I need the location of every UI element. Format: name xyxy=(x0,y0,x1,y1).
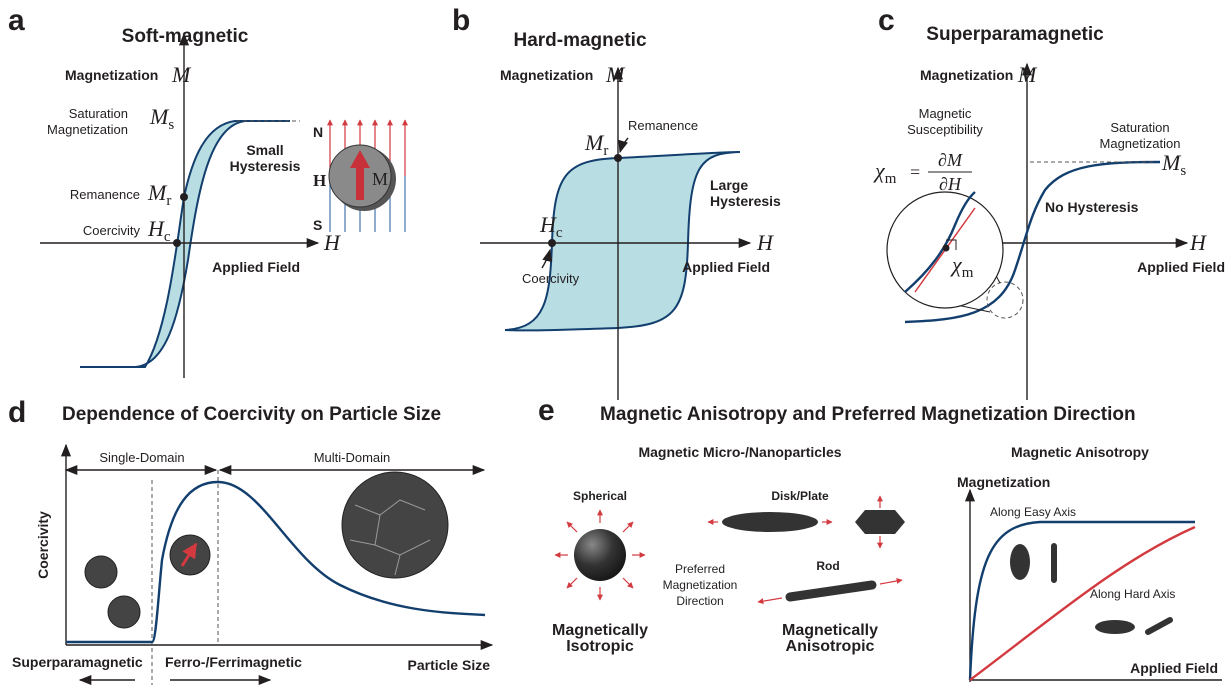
particles-title: Magnetic Micro-/Nanoparticles xyxy=(638,444,841,460)
x-axis-symbol: H xyxy=(756,230,774,255)
hysteresis-label-line: Large xyxy=(710,177,748,193)
panel-c-shapes xyxy=(886,62,1189,400)
symbol: M xyxy=(584,130,605,155)
anisotropy-title: Magnetic Anisotropy xyxy=(1011,444,1149,460)
x-axis-label: Particle Size xyxy=(408,657,491,673)
susceptibility-label-line: Magnetic xyxy=(919,106,972,121)
field: H xyxy=(313,171,326,190)
saturation-label-line: Magnetization xyxy=(47,122,128,137)
remanence-symbol: Mr xyxy=(584,130,608,159)
remanence-label: Remanence xyxy=(628,118,698,133)
remanence-symbol: Mr xyxy=(147,180,171,209)
denominator: ∂H xyxy=(939,174,962,194)
preferred-direction-line: Direction xyxy=(676,594,723,608)
saturation-label-line: Saturation xyxy=(1110,120,1169,135)
hysteresis-label-line: Hysteresis xyxy=(230,158,301,174)
superparamagnetic: Superparamagnetic xyxy=(12,654,143,670)
symbol: χ xyxy=(873,158,886,183)
y-axis-label: Coercivity xyxy=(35,511,51,579)
anisotropic-line: Magnetically xyxy=(782,622,878,639)
preferred-direction-line: Magnetization xyxy=(663,578,738,592)
x-axis-label: Applied Field xyxy=(682,259,770,275)
letter: c xyxy=(878,4,895,37)
easy-axis: Along Easy Axis xyxy=(990,505,1076,519)
symbol: χ xyxy=(950,252,963,277)
equals: = xyxy=(910,162,920,182)
title: Hard-magnetic xyxy=(513,30,646,51)
moment: M xyxy=(372,169,388,189)
remanence-label: Remanence xyxy=(70,187,140,202)
disk: Disk/Plate xyxy=(771,489,829,503)
x-axis-label: Applied Field xyxy=(1137,259,1225,275)
symbol: M xyxy=(147,180,168,205)
subscript: c xyxy=(164,229,171,245)
subscript: s xyxy=(1180,163,1186,179)
anisotropic-line: Anisotropic xyxy=(786,638,875,655)
subscript: s xyxy=(168,117,174,133)
numerator: ∂M xyxy=(938,150,963,170)
saturation-symbol: Ms xyxy=(149,104,174,133)
subscript: r xyxy=(603,143,608,159)
y-axis-label: Magnetization xyxy=(500,67,593,83)
saturation-label-line: Magnetization xyxy=(1100,136,1181,151)
x-axis-label: Applied Field xyxy=(1130,660,1218,676)
x-axis-symbol: H xyxy=(323,230,341,255)
y-axis-symbol: M xyxy=(605,62,626,87)
subscript: c xyxy=(556,225,563,241)
subscript: m xyxy=(962,265,974,281)
coercivity-label: Coercivity xyxy=(522,271,580,286)
coercivity-label: Coercivity xyxy=(83,223,141,238)
x-axis-symbol: H xyxy=(1189,230,1207,255)
letter: d xyxy=(8,396,26,429)
hysteresis-label-line: Small xyxy=(246,142,283,158)
single-domain: Single-Domain xyxy=(99,450,184,465)
y-axis-label: Magnetization xyxy=(920,67,1013,83)
hard-axis: Along Hard Axis xyxy=(1090,587,1175,601)
susceptibility-label-line: Susceptibility xyxy=(907,122,983,137)
hysteresis-label: No Hysteresis xyxy=(1045,199,1139,215)
letter: e xyxy=(538,394,555,427)
isotropic-line: Isotropic xyxy=(566,638,634,655)
letter: a xyxy=(8,4,25,37)
title: Magnetic Anisotropy and Preferred Magnet… xyxy=(600,404,1136,425)
y-axis-symbol: M xyxy=(1017,62,1038,87)
multi-domain: Multi-Domain xyxy=(314,450,391,465)
spherical: Spherical xyxy=(573,489,627,503)
letter: b xyxy=(452,4,470,37)
symbol: H xyxy=(539,212,557,237)
panel-d-shapes xyxy=(60,443,494,685)
north: N xyxy=(313,124,323,140)
zoom-symbol: χm xyxy=(950,252,974,281)
south: S xyxy=(313,217,322,233)
x-axis-label: Applied Field xyxy=(212,259,300,275)
symbol: H xyxy=(147,216,165,241)
panel-b-shapes xyxy=(480,66,752,400)
preferred-direction-line: Preferred xyxy=(675,562,725,576)
title: Superparamagnetic xyxy=(926,24,1104,45)
panel-e-shapes xyxy=(554,488,1222,682)
hysteresis-label-line: Hysteresis xyxy=(710,193,781,209)
coercivity-symbol: Hc xyxy=(539,212,563,241)
symbol: M xyxy=(1161,150,1182,175)
ferromagnetic: Ferro-/Ferrimagnetic xyxy=(165,654,302,670)
y-axis-label: Magnetization xyxy=(957,474,1050,490)
symbol: M xyxy=(149,104,170,129)
rod: Rod xyxy=(816,559,839,573)
y-axis-symbol: M xyxy=(171,62,192,87)
saturation-symbol: Ms xyxy=(1161,150,1186,179)
subscript: m xyxy=(885,171,897,187)
coercivity-symbol: Hc xyxy=(147,216,171,245)
title: Soft-magnetic xyxy=(122,26,249,47)
y-axis-label: Magnetization xyxy=(65,67,158,83)
isotropic-line: Magnetically xyxy=(552,622,648,639)
lhs: χm xyxy=(873,158,897,187)
subscript: r xyxy=(166,193,171,209)
title: Dependence of Coercivity on Particle Siz… xyxy=(62,404,441,425)
saturation-label-line: Saturation xyxy=(69,106,128,121)
panel-a-shapes xyxy=(40,32,408,378)
